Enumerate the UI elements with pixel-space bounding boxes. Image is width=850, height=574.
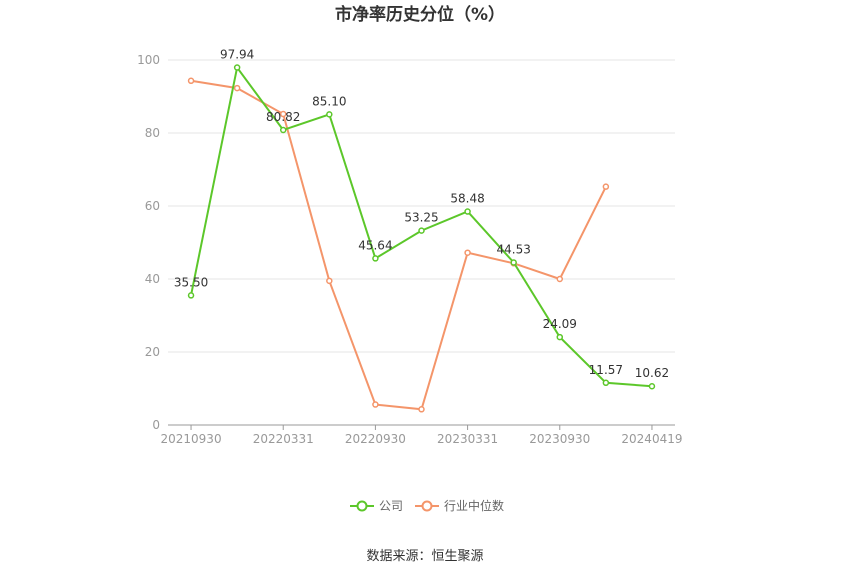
legend-marker (421, 500, 433, 512)
series-line (190, 65, 653, 388)
plot-area: 35.50 97.94 80.82 85.10 45.64 53.25 58.48 44.53… (174, 48, 669, 413)
data-point (602, 379, 610, 387)
y-tick-label: 20 (145, 345, 160, 359)
data-point (372, 401, 379, 408)
data-label: 11.57 (589, 363, 623, 377)
data-point (602, 183, 610, 190)
y-tick-label: 100 (137, 53, 160, 67)
data-label: 24.09 (543, 317, 577, 331)
data-label: 44.53 (497, 242, 531, 256)
x-tick-label: 20210930 (161, 432, 222, 446)
chart-title: 市净率历史分位（%） (335, 4, 505, 25)
data-point (233, 84, 241, 92)
x-axis: 20210930 20220331 20220930 20230331 20230930… (161, 424, 682, 446)
legend-label: 行业中位数 (444, 498, 504, 513)
legend-marker (356, 500, 368, 512)
x-tick-label: 20220331 (253, 432, 314, 446)
data-point (279, 110, 287, 118)
data-point (464, 249, 471, 256)
data-point (279, 126, 287, 134)
legend-item-company[interactable]: 公司 (350, 499, 403, 513)
data-label: 58.48 (450, 192, 484, 206)
data-point (233, 64, 241, 71)
data-label: 53.25 (404, 211, 438, 225)
data-point (418, 227, 425, 234)
data-point (326, 277, 333, 285)
series-company: 35.50 97.94 80.82 85.10 45.64 53.25 58.48 44.53… (174, 48, 669, 390)
y-tick-label: 40 (145, 272, 160, 286)
legend-label: 公司 (379, 499, 403, 513)
data-label: 35.50 (174, 275, 208, 289)
grid (168, 59, 675, 353)
legend[interactable]: 公司 行业中位数 (350, 498, 504, 513)
data-label: 97.94 (220, 48, 254, 62)
x-tick-label: 20230930 (529, 432, 590, 446)
y-tick-label: 80 (145, 126, 160, 140)
data-point (418, 406, 425, 413)
data-point (510, 259, 517, 266)
data-point (187, 77, 195, 85)
x-tick-label: 20240419 (621, 432, 682, 446)
y-axis: 0 20 40 60 80 100 (137, 53, 160, 432)
data-point (187, 292, 195, 299)
data-point (372, 255, 379, 262)
data-label: 80.82 (266, 110, 300, 124)
data-label: 85.10 (312, 94, 346, 108)
x-tick-label: 20220930 (345, 432, 406, 446)
data-label: 10.62 (635, 366, 669, 380)
data-point (464, 208, 471, 215)
data-point (648, 382, 656, 390)
series-industry-median (187, 77, 610, 413)
series-line (190, 79, 607, 411)
legend-item-industry-median[interactable]: 行业中位数 (415, 498, 504, 513)
y-tick-label: 60 (145, 199, 160, 213)
x-tick-label: 20230331 (437, 432, 498, 446)
data-point (326, 111, 333, 118)
data-point (556, 275, 564, 283)
y-tick-label: 0 (152, 418, 160, 432)
data-point (556, 333, 564, 341)
data-label: 45.64 (358, 238, 392, 252)
data-source: 数据来源：恒生聚源 (366, 549, 483, 564)
